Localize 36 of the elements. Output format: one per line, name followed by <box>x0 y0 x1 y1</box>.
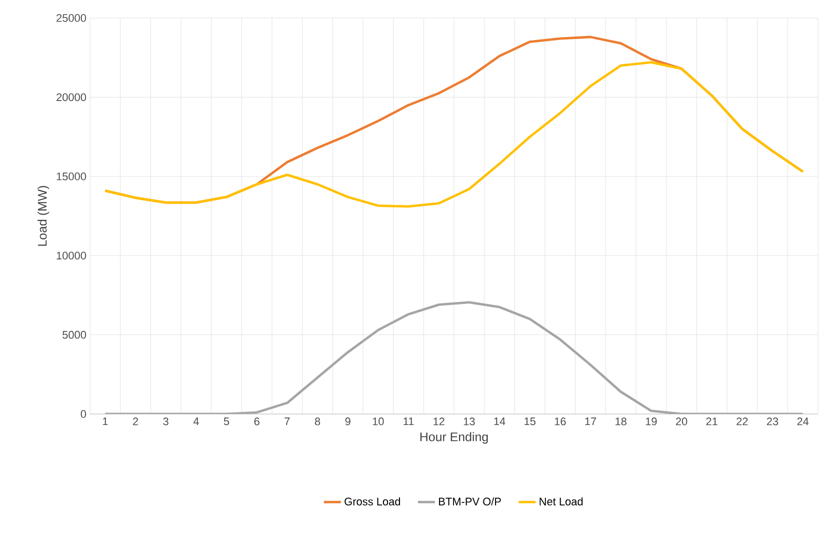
legend-label: Gross Load <box>344 497 400 506</box>
y-tick-label: 15000 <box>56 172 86 180</box>
y-axis-title: Load (MW) <box>38 186 50 246</box>
x-tick-label: 5 <box>224 418 230 426</box>
x-tick-label: 15 <box>524 418 536 426</box>
x-tick-label: 9 <box>345 418 350 426</box>
x-tick-label: 4 <box>193 418 199 426</box>
x-tick-label: 19 <box>646 418 657 426</box>
y-tick-label: 5000 <box>62 330 86 339</box>
x-tick-label: 6 <box>254 418 260 426</box>
x-tick-label: 18 <box>616 418 626 426</box>
legend-label: BTM-PV O/P <box>439 497 501 506</box>
y-tick-label: 25000 <box>56 14 86 22</box>
x-tick-label: 3 <box>163 418 168 426</box>
x-tick-label: 20 <box>676 418 688 426</box>
x-tick-label: 12 <box>434 418 444 426</box>
x-tick-label: 23 <box>766 418 778 426</box>
y-tick-label: 0 <box>80 410 86 418</box>
x-tick-label: 2 <box>133 418 138 426</box>
x-tick-label: 13 <box>464 418 475 426</box>
legend-label: Net Load <box>540 497 583 506</box>
line-series <box>104 61 804 208</box>
x-tick-label: 10 <box>372 418 384 426</box>
x-tick-label: 24 <box>797 418 809 426</box>
x-tick-label: 1 <box>102 418 108 426</box>
x-tick-label: 7 <box>284 418 290 426</box>
x-tick-label: 14 <box>494 418 506 426</box>
x-axis-title: Hour Ending <box>420 432 488 444</box>
y-tick-label: 10000 <box>56 252 86 260</box>
x-tick-label: 17 <box>585 418 596 426</box>
x-tick-label: 22 <box>736 418 748 426</box>
y-tick-label: 20000 <box>56 93 86 102</box>
x-tick-label: 8 <box>314 418 320 426</box>
x-tick-label: 16 <box>554 418 566 426</box>
x-tick-label: 11 <box>404 418 414 426</box>
x-tick-label: 21 <box>706 418 718 426</box>
